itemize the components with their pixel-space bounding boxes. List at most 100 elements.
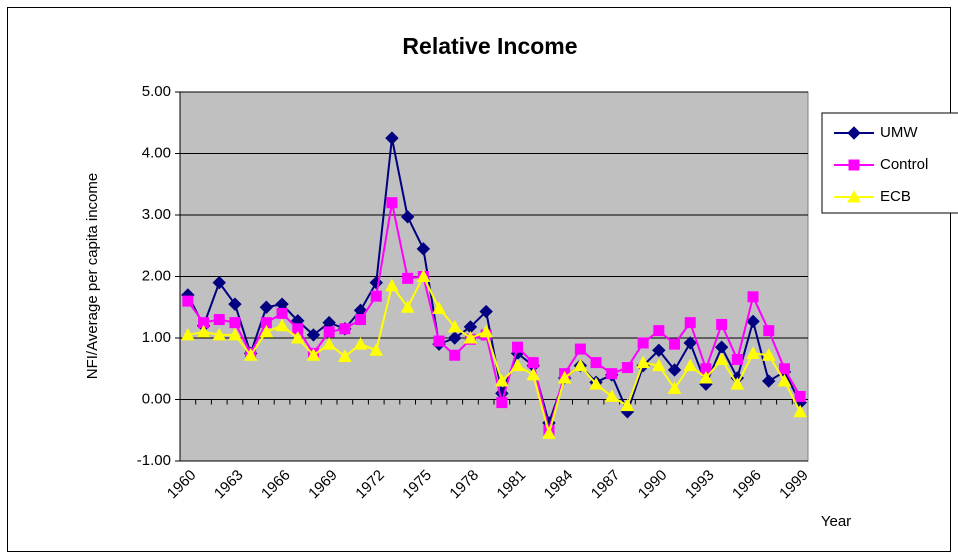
marker [213, 314, 225, 326]
marker [652, 343, 666, 358]
legend-label: UMW [880, 124, 918, 141]
marker [353, 337, 368, 350]
marker [322, 337, 336, 350]
marker [400, 300, 415, 313]
marker [212, 327, 227, 341]
marker [196, 324, 211, 338]
marker [355, 314, 367, 326]
marker [306, 348, 321, 361]
marker [620, 398, 635, 412]
marker [259, 300, 274, 314]
marker [683, 358, 698, 372]
marker [527, 357, 539, 369]
marker [432, 301, 446, 314]
marker [847, 189, 861, 203]
marker [542, 426, 556, 439]
marker [400, 210, 415, 224]
marker [557, 370, 572, 384]
marker [761, 348, 776, 361]
marker [212, 275, 226, 290]
marker [684, 317, 696, 329]
marker [495, 374, 509, 387]
marker [243, 348, 258, 361]
marker [463, 330, 478, 344]
marker [848, 159, 860, 171]
marker [496, 397, 508, 409]
marker [590, 357, 602, 369]
series-line [186, 137, 802, 427]
y-tick-label: 2.00 [142, 267, 171, 284]
marker [433, 335, 445, 347]
marker [228, 297, 242, 311]
marker [746, 314, 760, 329]
legend-label: ECB [880, 188, 911, 205]
marker [794, 390, 806, 402]
marker [338, 349, 352, 362]
series-line [187, 202, 802, 431]
marker [574, 343, 586, 355]
y-tick-label: 0.00 [142, 390, 171, 407]
marker [479, 304, 493, 319]
marker [730, 377, 745, 390]
marker [747, 291, 759, 303]
marker [606, 368, 618, 380]
marker [259, 324, 274, 338]
marker [182, 295, 194, 307]
chart-title: Relative Income [402, 33, 577, 59]
marker [589, 377, 603, 390]
y-tick-label: 5.00 [142, 83, 171, 100]
marker [402, 272, 414, 284]
marker [793, 404, 807, 418]
y-tick-label: 3.00 [142, 206, 171, 223]
marker [652, 358, 666, 372]
marker [385, 131, 399, 145]
marker [716, 318, 728, 330]
marker [604, 389, 619, 402]
legend-label: Control [880, 156, 928, 173]
marker [653, 325, 665, 337]
marker [479, 324, 493, 338]
marker [449, 349, 461, 361]
y-tick-label: 1.00 [142, 329, 171, 346]
marker [762, 374, 776, 388]
marker [512, 341, 524, 353]
marker [290, 330, 305, 344]
y-tick-label: 4.00 [142, 144, 171, 161]
marker [777, 374, 792, 387]
series-line [187, 274, 802, 438]
marker [370, 290, 382, 302]
marker [306, 328, 321, 342]
marker [669, 338, 681, 350]
marker [699, 370, 713, 384]
marker [667, 381, 682, 394]
marker [573, 358, 588, 372]
marker [416, 242, 431, 256]
marker [746, 346, 760, 359]
marker [714, 352, 729, 366]
marker [778, 363, 790, 375]
marker [385, 278, 399, 292]
x-axis-title: Year [821, 513, 851, 530]
marker [228, 327, 242, 341]
marker [323, 326, 335, 338]
marker [731, 354, 743, 366]
y-axis-title: NFI/Average per capita income [84, 173, 101, 380]
marker [448, 331, 462, 345]
marker [763, 325, 775, 337]
marker [510, 358, 525, 372]
marker [181, 327, 195, 341]
marker [386, 197, 398, 209]
y-tick-label: -1.00 [137, 452, 171, 469]
marker [526, 367, 541, 381]
marker [276, 307, 288, 319]
marker [621, 362, 633, 374]
marker [339, 323, 351, 335]
marker [667, 363, 682, 377]
marker [416, 269, 431, 282]
marker [636, 355, 650, 369]
marker [447, 319, 462, 333]
marker [847, 126, 861, 140]
marker [369, 343, 384, 356]
marker [229, 317, 241, 329]
